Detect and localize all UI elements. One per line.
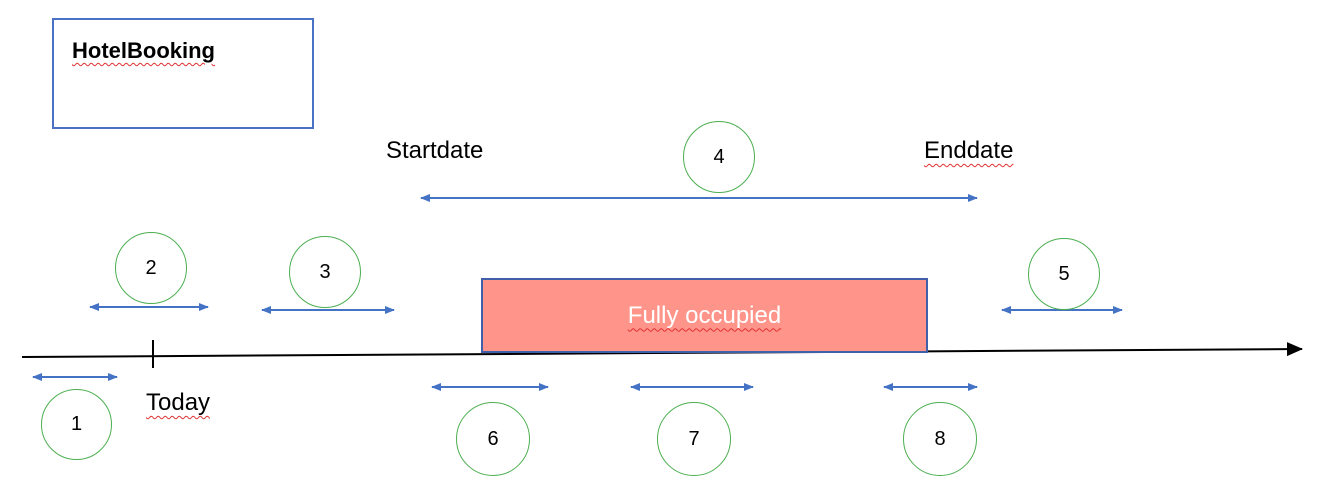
hotel-booking-title: HotelBooking <box>72 38 215 63</box>
enddate-label: Enddate <box>924 137 1014 164</box>
hotel-booking-box: HotelBooking <box>52 18 314 129</box>
fully-occupied-label: Fully occupied <box>627 301 782 329</box>
fully-occupied-block: Fully occupied <box>481 278 928 353</box>
today-label: Today <box>146 389 211 416</box>
case-circle-7: 7 <box>657 402 731 476</box>
case-circle-1: 1 <box>41 389 112 460</box>
case-circle-5: 5 <box>1028 238 1100 310</box>
case-circle-2: 2 <box>115 232 187 304</box>
case-circle-8: 8 <box>903 402 977 476</box>
case-circle-4: 4 <box>683 121 755 193</box>
startdate-label: Startdate <box>386 137 484 164</box>
timeline-axis <box>21 342 1303 358</box>
case-circle-6: 6 <box>456 402 530 476</box>
case-circle-3: 3 <box>289 236 361 308</box>
